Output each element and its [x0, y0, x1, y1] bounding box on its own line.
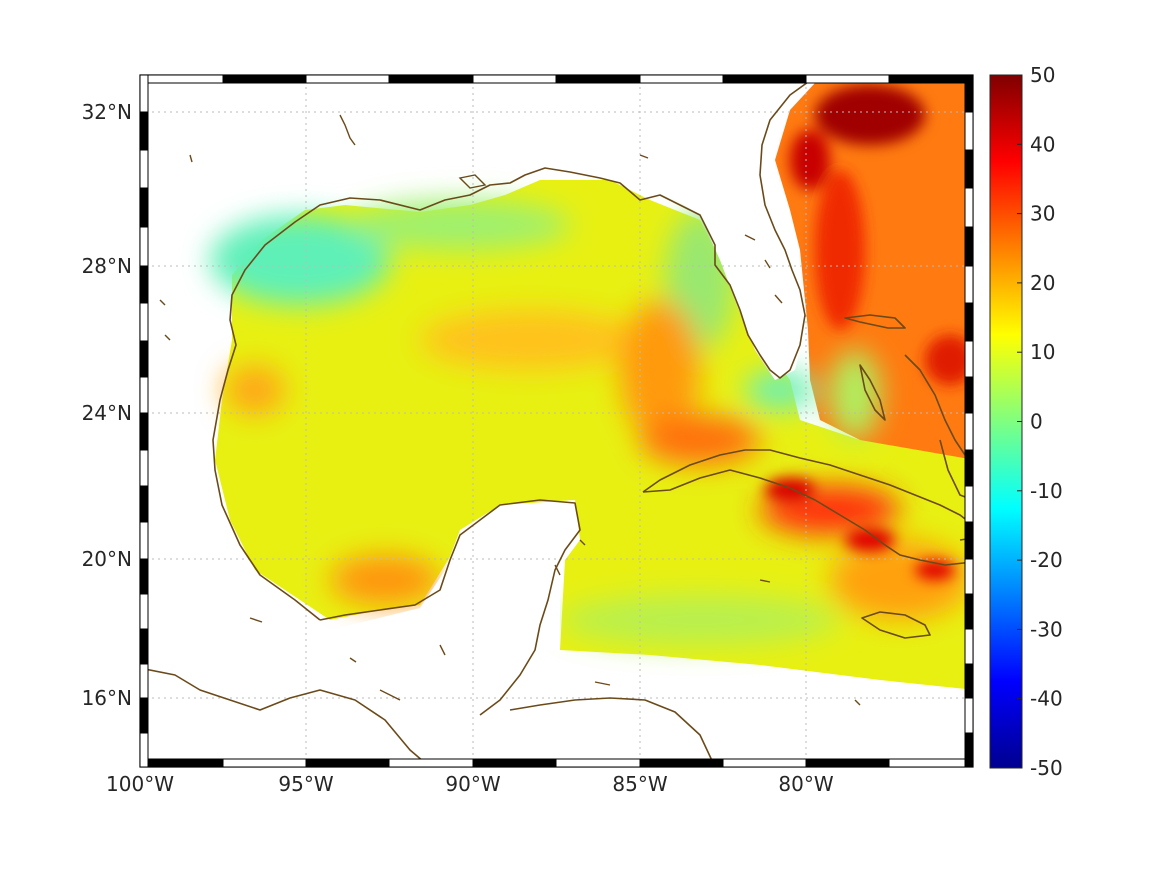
coastlines — [140, 76, 973, 767]
nw-shelf-cool — [210, 215, 390, 305]
honduras-coastline — [509, 697, 716, 767]
y-tick-label: 24°N — [82, 401, 132, 425]
x-axis-labels: 100°W 95°W 90°W 85°W 80°W — [106, 772, 834, 796]
colorbar-tick-label: 30 — [1030, 202, 1055, 226]
bahamas-grand — [844, 314, 906, 329]
colorbar: 50 40 30 20 10 0 -10 -20 -30 -40 -50 — [989, 63, 1063, 780]
yucatan-land — [140, 500, 580, 767]
keys-cool — [745, 370, 815, 410]
colorbar-tick-label: 10 — [1030, 340, 1055, 364]
gulf-stream-core — [815, 85, 925, 145]
colorbar-tick-label: -40 — [1030, 687, 1063, 711]
cuba-south-coastline — [642, 469, 973, 566]
frame-left — [139, 74, 149, 768]
colorbar-ticks: 50 40 30 20 10 0 -10 -20 -30 -40 -50 — [1017, 63, 1063, 780]
cuba-coastline — [642, 449, 973, 526]
colorbar-tick-label: -30 — [1030, 617, 1063, 641]
x-tick-label: 85°W — [612, 772, 667, 796]
y-axis-labels: 32°N 28°N 24°N 20°N 16°N — [82, 100, 132, 710]
cuba-hot-spot-2 — [845, 528, 895, 552]
colorbar-tick-label: 40 — [1030, 132, 1055, 156]
y-tick-label: 20°N — [82, 547, 132, 571]
colorbar-tick-label: -10 — [1030, 479, 1063, 503]
west-gulf-warm — [225, 365, 285, 415]
central-warm-band — [420, 310, 640, 370]
map-frame — [139, 74, 974, 768]
gulf-stream-north — [790, 130, 830, 190]
colorbar-tick-label: -50 — [1030, 756, 1063, 780]
bahamas-hot — [925, 335, 973, 385]
frame-right — [964, 74, 974, 768]
frame-bottom — [139, 758, 974, 768]
small-islands — [159, 114, 973, 706]
grid-lines — [140, 75, 973, 767]
campeche-warm — [330, 555, 440, 605]
colorbar-tick-label: 20 — [1030, 271, 1055, 295]
gulf-stream-band — [815, 170, 865, 330]
straits-warm — [640, 415, 760, 465]
y-tick-label: 32°N — [82, 100, 132, 124]
x-tick-label: 80°W — [778, 772, 833, 796]
bahamas-eleuthera — [904, 354, 966, 456]
caribbean-green — [560, 595, 840, 645]
frame-top — [139, 74, 974, 84]
x-tick-label: 90°W — [445, 772, 500, 796]
y-tick-label: 16°N — [82, 686, 132, 710]
jamaica-coastline — [861, 611, 931, 639]
land-mask — [140, 75, 805, 767]
north-shelf-cool — [350, 200, 570, 250]
colorbar-tick-label: -20 — [1030, 548, 1063, 572]
florida-land — [640, 75, 805, 380]
y-tick-label: 28°N — [82, 254, 132, 278]
yucatan-coastline — [319, 499, 581, 716]
colorbar-tick-label: 50 — [1030, 63, 1055, 87]
data-field — [210, 83, 973, 690]
gulf-coastline — [212, 76, 816, 621]
bahamas-cool — [830, 350, 880, 440]
map-plot-area — [140, 75, 973, 767]
caribbean-warm — [830, 540, 970, 620]
x-tick-label: 95°W — [278, 772, 333, 796]
colorbar-tick-label: 0 — [1030, 410, 1043, 434]
central-america-coastline — [140, 667, 431, 767]
x-tick-label: 100°W — [106, 772, 174, 796]
bahamas-andros — [859, 364, 886, 421]
